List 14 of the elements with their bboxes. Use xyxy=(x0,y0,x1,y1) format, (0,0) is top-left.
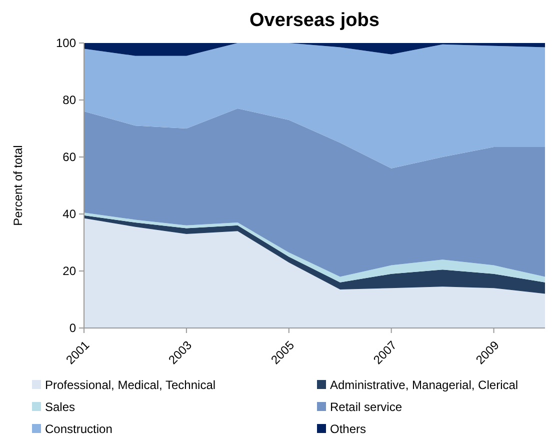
legend-label: Sales xyxy=(45,400,76,414)
legend-label: Construction xyxy=(45,422,112,436)
y-tick-label: 0 xyxy=(69,321,76,336)
y-axis-title: Percent of total xyxy=(11,145,25,226)
legend-label: Professional, Medical, Technical xyxy=(45,378,216,392)
y-tick-label: 40 xyxy=(62,207,76,222)
y-tick-label: 60 xyxy=(62,150,76,164)
legend-label: Administrative, Managerial, Clerical xyxy=(330,378,518,392)
legend-label: Others xyxy=(330,422,366,436)
y-tick-label: 20 xyxy=(62,264,76,278)
chart-title: Overseas jobs xyxy=(250,10,380,31)
y-tick-label: 100 xyxy=(56,36,76,50)
legend-label: Retail service xyxy=(330,400,402,414)
y-tick-label: 80 xyxy=(62,93,76,108)
